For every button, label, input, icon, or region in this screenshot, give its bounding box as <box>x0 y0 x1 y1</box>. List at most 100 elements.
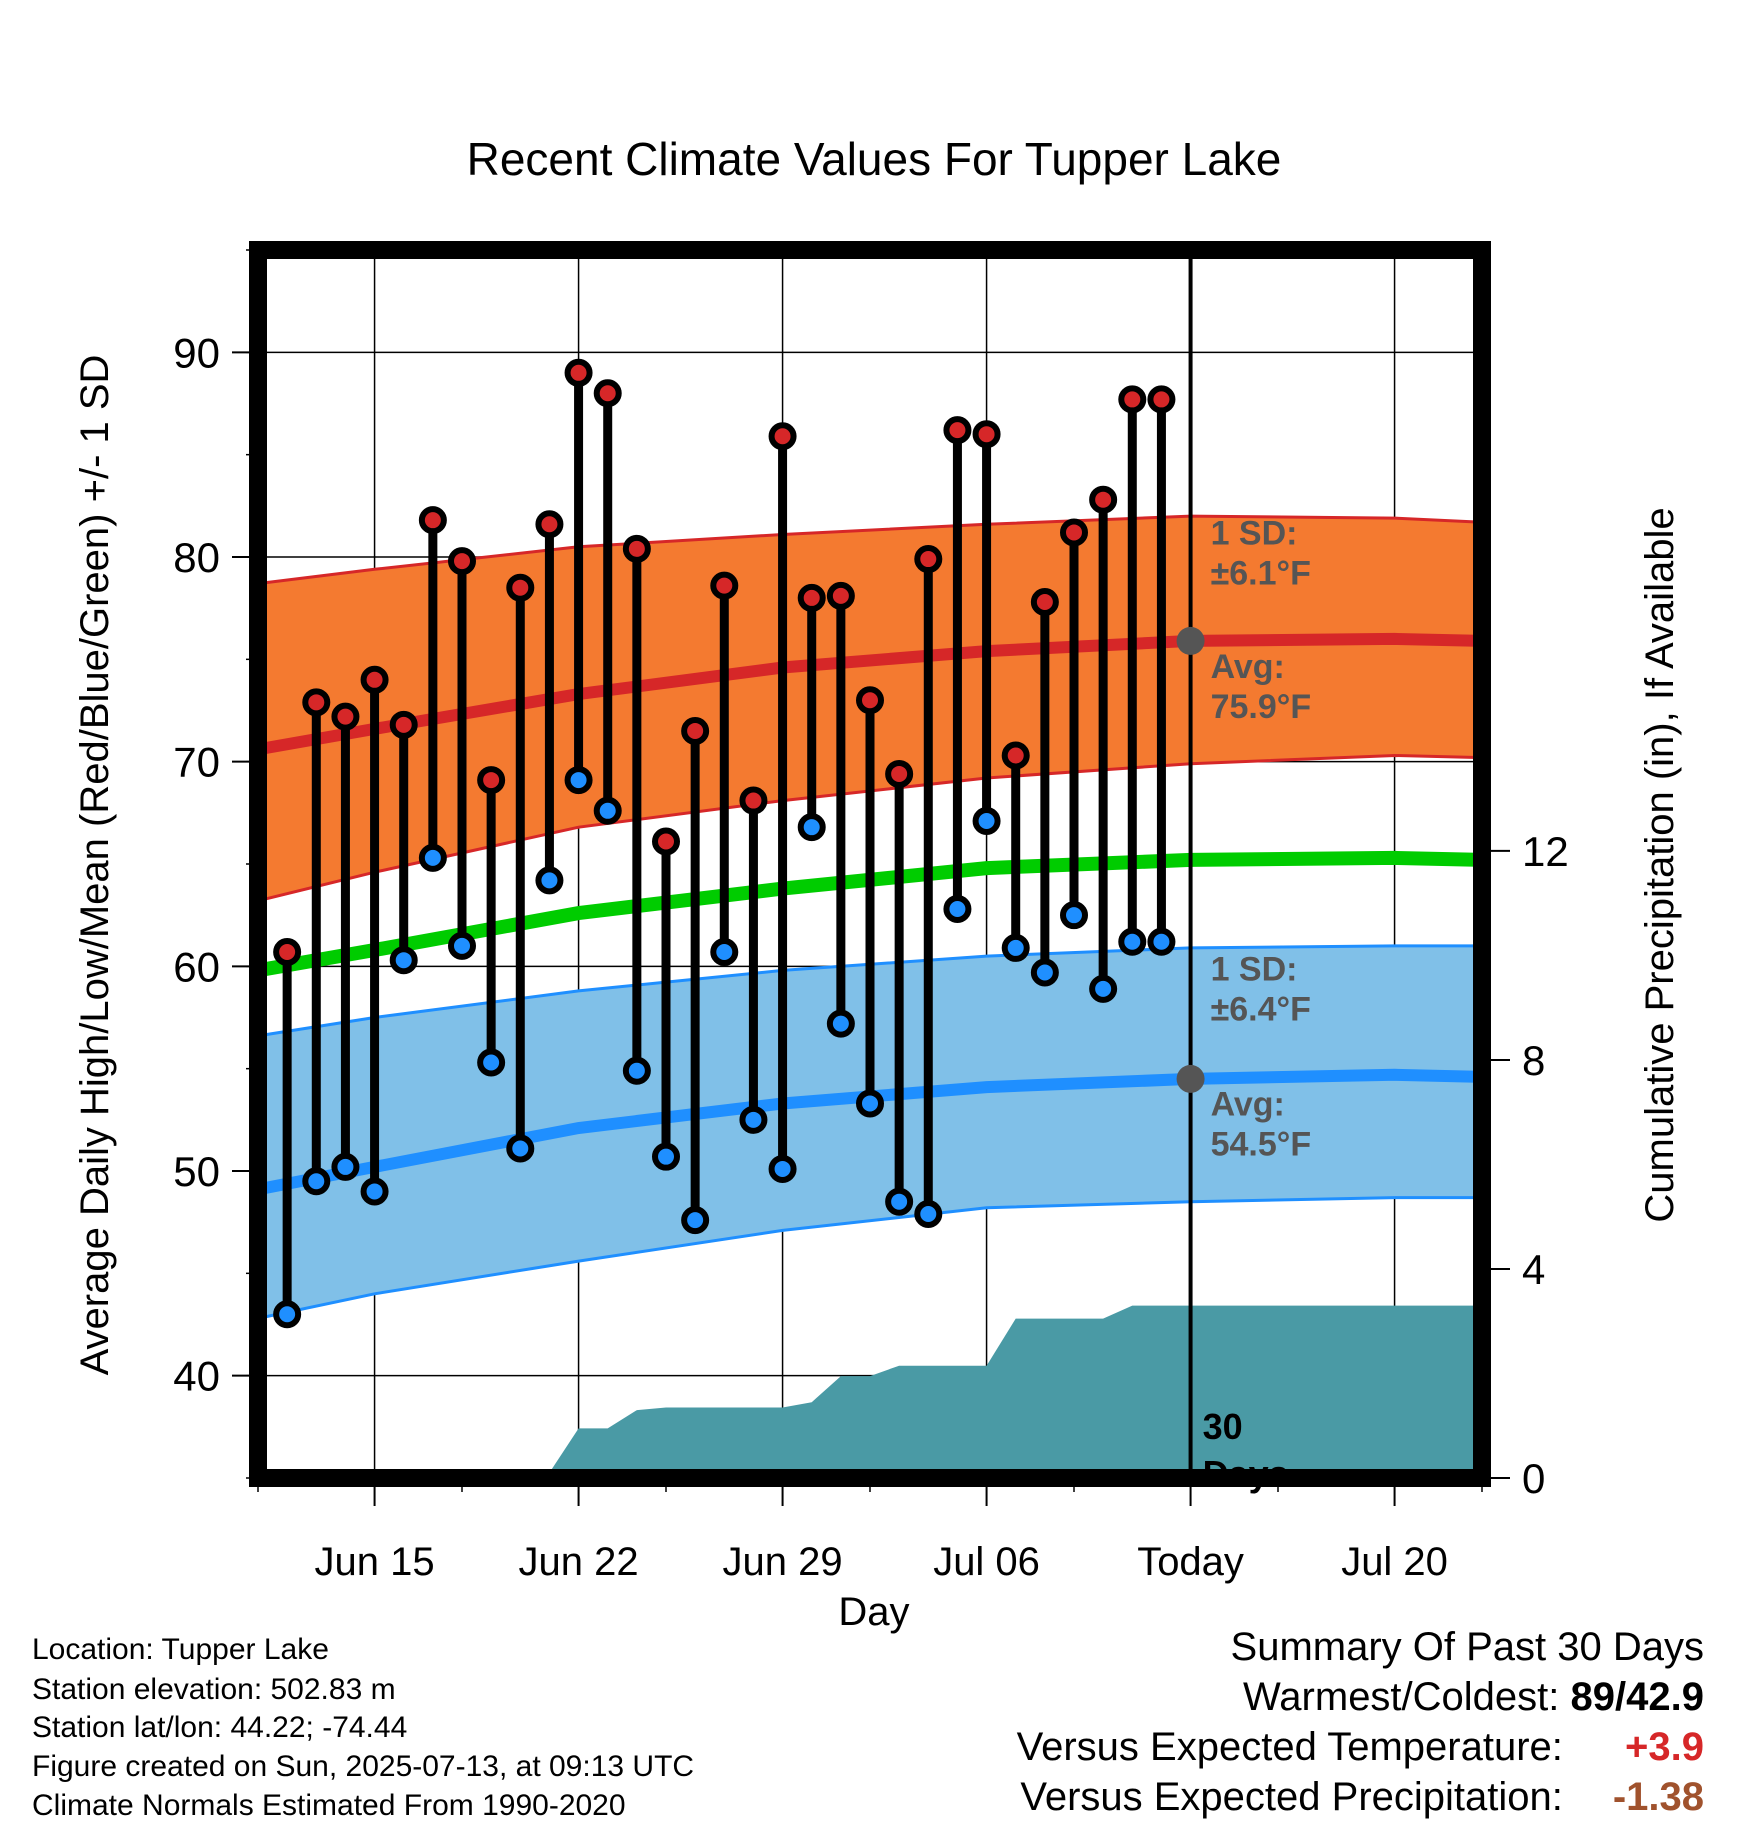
high-point <box>943 416 972 445</box>
low-avg-label-line2: 54.5°F <box>1211 1126 1312 1164</box>
low-point <box>652 1142 680 1171</box>
x-axis-label: Day <box>838 1590 909 1634</box>
low-sd-label-line1: 1 SD: <box>1211 951 1298 989</box>
high-point <box>768 422 797 451</box>
info-created: Figure created on Sun, 2025-07-13, at 09… <box>32 1750 695 1783</box>
high-point <box>1118 385 1147 414</box>
low-point <box>302 1167 331 1196</box>
high-point <box>389 710 418 739</box>
x-tick-label: Jul 06 <box>933 1540 1040 1584</box>
high-point <box>739 786 768 815</box>
chart-title: Recent Climate Values For Tupper Lake <box>467 133 1282 185</box>
low-point <box>943 895 972 924</box>
low-point <box>389 946 418 975</box>
high-point <box>535 510 564 539</box>
y2-tick-label: 0 <box>1522 1455 1545 1502</box>
summary-warmest-row: Warmest/Coldest: 89/42.9 <box>1243 1675 1704 1719</box>
high-point <box>593 379 622 408</box>
low-sd-upper-line <box>257 944 1482 1038</box>
summary-temp-label: Versus Expected Temperature: <box>1016 1725 1563 1769</box>
high-point <box>1060 518 1088 547</box>
high-point <box>273 938 302 967</box>
low-point <box>681 1206 710 1235</box>
summary-temp-row: Versus Expected Temperature: +3.9 <box>1017 1725 1704 1769</box>
summary-temp-value: +3.9 <box>1625 1725 1704 1769</box>
x-tick-label: Jun 15 <box>315 1540 435 1584</box>
high-point <box>564 358 593 387</box>
info-elevation: Station elevation: 502.83 m <box>32 1673 396 1706</box>
y2-tick-label: 12 <box>1522 828 1569 875</box>
high-point <box>477 766 506 795</box>
high-avg-label-line1: Avg: <box>1211 648 1285 686</box>
x-tick-label: Today <box>1137 1540 1244 1584</box>
high-point <box>360 665 389 694</box>
high-point <box>797 583 826 612</box>
info-location: Location: Tupper Lake <box>32 1633 329 1666</box>
summary-warmest-value: 89/42.9 <box>1570 1675 1704 1719</box>
low-sd-label-line2: ±6.4°F <box>1211 991 1311 1029</box>
low-point <box>972 807 1001 836</box>
days-label-line1: 30 <box>1203 1406 1243 1447</box>
high-point <box>856 686 884 715</box>
high-point <box>826 581 855 610</box>
high-point <box>418 506 447 535</box>
y2-tick-label: 8 <box>1522 1037 1545 1084</box>
low-sd-lower-line <box>257 1196 1482 1320</box>
low-point <box>535 866 564 895</box>
x-tick-label: Jun 22 <box>519 1540 639 1584</box>
summary-precip-label: Versus Expected Precipitation: <box>1020 1775 1563 1819</box>
y-tick-label: 90 <box>173 329 220 376</box>
high-sd-upper-line <box>257 514 1483 586</box>
high-point <box>1001 741 1030 770</box>
low-point <box>331 1152 360 1181</box>
x-tick-label: Jun 29 <box>723 1540 843 1584</box>
low-point <box>1147 927 1176 956</box>
today-low-avg-marker <box>1176 1064 1205 1093</box>
high-point <box>1147 385 1176 414</box>
y-tick-label: 60 <box>173 943 220 990</box>
y-axis-label: Average Daily High/Low/Mean (Red/Blue/Gr… <box>73 355 117 1376</box>
high-point <box>885 759 914 788</box>
summary-precip-value: -1.38 <box>1612 1775 1704 1819</box>
low-point <box>1118 927 1147 956</box>
low-point <box>477 1048 506 1077</box>
y2-axis-label: Cumulative Precipitation (in), If Availa… <box>1638 507 1682 1222</box>
low-point <box>1030 958 1059 987</box>
high-point <box>914 545 943 574</box>
info-latlon: Station lat/lon: 44.22; -74.44 <box>32 1711 408 1744</box>
low-point <box>885 1187 914 1216</box>
low-point <box>739 1105 768 1134</box>
high-sd-label-line2: ±6.1°F <box>1211 555 1311 593</box>
high-point <box>1030 588 1059 617</box>
low-point <box>506 1134 535 1163</box>
precip-area <box>258 1305 1482 1478</box>
low-point <box>593 796 622 825</box>
summary-warmest-label: Warmest/Coldest: <box>1243 1675 1560 1719</box>
low-point <box>1060 901 1088 930</box>
low-point <box>826 1009 855 1038</box>
x-tick-label: Jul 20 <box>1341 1540 1448 1584</box>
high-sd-lower-line <box>257 753 1483 903</box>
high-sd-label-line1: 1 SD: <box>1211 515 1298 553</box>
high-point <box>506 573 535 602</box>
high-avg-label-line2: 75.9°F <box>1211 688 1312 726</box>
high-point <box>1089 485 1118 514</box>
y-tick-label: 80 <box>173 534 220 581</box>
low-point <box>1089 974 1118 1003</box>
low-point <box>1001 933 1030 962</box>
summary-title: Summary Of Past 30 Days <box>1230 1625 1704 1669</box>
y-tick-label: 70 <box>173 739 220 786</box>
low-point <box>273 1300 302 1329</box>
low-sd-band <box>258 945 1482 1319</box>
low-avg-line <box>256 1068 1483 1196</box>
today-high-avg-marker <box>1176 626 1205 655</box>
low-point <box>360 1177 389 1206</box>
y-tick-label: 50 <box>173 1148 220 1195</box>
low-point <box>448 931 476 960</box>
low-point <box>622 1056 651 1085</box>
low-point <box>710 938 739 967</box>
low-point <box>418 843 447 872</box>
high-point <box>710 571 739 600</box>
y2-tick-label: 4 <box>1522 1246 1545 1293</box>
